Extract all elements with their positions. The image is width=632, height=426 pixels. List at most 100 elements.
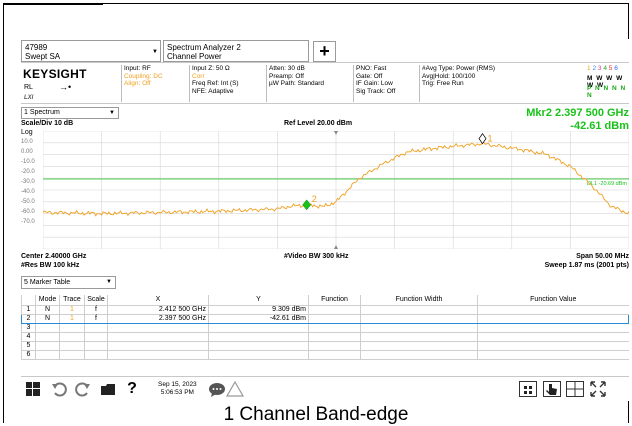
marker-level: -42.61 dBm — [570, 120, 629, 132]
add-screen-button[interactable]: + — [313, 41, 336, 62]
folder-icon[interactable] — [99, 380, 117, 398]
col-header-scale: Scale — [84, 295, 108, 306]
trace-6-number: 6 — [614, 65, 618, 72]
cell-trace: 1 — [59, 305, 85, 315]
col-header-y: Y — [208, 295, 309, 306]
tab-swept-sa[interactable]: 47989 Swept SA ▼ — [21, 40, 161, 62]
y-tick-label: 0.00 — [21, 149, 33, 155]
windows-icon[interactable] — [24, 380, 42, 398]
cell-index: 5 — [21, 341, 36, 351]
col-header-mode: Mode — [35, 295, 60, 306]
trace-1 — [43, 141, 629, 217]
y-tick-label: -10.0 — [21, 159, 35, 165]
if-gain-value: IF Gain: Low — [356, 80, 393, 88]
y-tick-label: -50.0 — [21, 199, 35, 205]
marker-readout: Mkr2 2.397 500 GHz -42.61 dBm — [526, 107, 629, 133]
divider — [121, 65, 122, 102]
spectrum-select[interactable]: 1 Spectrum ▼ — [21, 107, 119, 119]
divider — [353, 65, 354, 102]
marker-table-select-value: 5 Marker Table — [24, 279, 71, 286]
status-time: 5:06:53 PM — [160, 388, 194, 396]
y-tick-label: -60.0 — [21, 209, 35, 215]
marker-table-select[interactable]: 5 Marker Table ▼ — [21, 276, 116, 289]
marker-1: 1 — [478, 133, 493, 145]
span: Span 50.00 MHz — [576, 253, 629, 260]
cell-index: 1 — [21, 305, 36, 315]
display-line-label: DL1 -20.69 dBm — [587, 181, 627, 187]
cell-y: -42.61 dBm — [208, 313, 309, 324]
warning-icon[interactable] — [226, 380, 244, 398]
sweep: Sweep 1.87 ms (2001 pts) — [544, 262, 629, 269]
tab-spectrum-analyzer-2[interactable]: Spectrum Analyzer 2 Channel Power — [163, 40, 309, 62]
center-freq: Center 2.40000 GHz — [21, 253, 87, 260]
analyzer-window: 47989 Swept SA ▼ Spectrum Analyzer 2 Cha… — [21, 39, 629, 401]
trace-2-number: 2 — [592, 65, 597, 72]
pno-value: PNO: Fast — [356, 65, 387, 72]
marker-2-label: 2 — [312, 194, 317, 204]
y-tick-label: 10.0 — [21, 139, 33, 145]
coupling-value: Coupling: DC — [124, 72, 163, 80]
chevron-down-icon: ▼ — [109, 110, 115, 116]
y-tick-label: -20.0 — [21, 169, 35, 175]
input-z-value: Input Z: 50 Ω — [192, 65, 230, 72]
lxi-label: LXI — [24, 95, 34, 101]
trace-numbers[interactable]: 1 2 3 4 5 6 — [587, 65, 618, 74]
input-arrow-icon: →• — [59, 82, 72, 92]
center-marker-bottom — [334, 245, 338, 249]
col-header-function: Function — [308, 295, 361, 306]
table-row[interactable]: 5 — [21, 341, 629, 351]
pno-settings[interactable]: PNO: Fast Gate: Off IF Gain: Low Sig Tra… — [356, 65, 395, 95]
trace-4-number: 4 — [603, 65, 607, 72]
redo-icon[interactable] — [74, 380, 92, 398]
input-settings[interactable]: Input: RF Coupling: DC Align: Off — [124, 65, 163, 88]
spectrum-select-value: 1 Spectrum — [24, 109, 60, 116]
nfe-value: NFE: Adaptive — [192, 87, 234, 95]
help-icon[interactable]: ? — [127, 380, 137, 397]
spectrum-plot[interactable]: DL1 -20.69 dBm 1 2 — [43, 131, 629, 249]
y-tick-label: -40.0 — [21, 189, 35, 195]
atten-value: Atten: 30 dB — [269, 65, 305, 72]
cell-function — [308, 305, 361, 315]
message-icon[interactable] — [208, 380, 226, 398]
atten-settings[interactable]: Atten: 30 dB Preamp: Off µW Path: Standa… — [269, 65, 324, 88]
ref-level: Ref Level 20.00 dBm — [284, 120, 353, 127]
preamp-value: Preamp: Off — [269, 72, 304, 80]
cell-mode: N — [35, 305, 60, 315]
tab-line-1: Spectrum Analyzer 2 — [167, 43, 241, 52]
table-row-selected[interactable]: 2 N 1 f 2.397 500 GHz -42.61 dBm — [21, 313, 629, 324]
marker-1-diamond — [478, 133, 487, 145]
chevron-down-icon: ▼ — [152, 49, 158, 55]
multi-window-icon[interactable] — [566, 380, 584, 398]
dock-layout-icon[interactable] — [519, 380, 537, 398]
video-bw: #Video BW 300 kHz — [284, 253, 349, 260]
undo-icon[interactable] — [50, 380, 68, 398]
divider — [266, 65, 267, 102]
cell-mode: N — [35, 313, 60, 324]
trace-detector-row: P N N N N N — [587, 85, 627, 99]
figure-caption: 1 Channel Band-edge — [223, 404, 409, 425]
cell-index: 2 — [21, 313, 36, 324]
res-bw: #Res BW 100 kHz — [21, 262, 80, 269]
cell-y: 9.309 dBm — [208, 305, 309, 315]
y-tick-label: -30.0 — [21, 179, 35, 185]
cell-scale: f — [84, 305, 108, 315]
avg-settings[interactable]: #Avg Type: Power (RMS) Avg|Hold: 100/100… — [422, 65, 495, 88]
col-header-index — [21, 295, 36, 306]
rl-label: RL — [24, 84, 33, 91]
correction-settings[interactable]: Input Z: 50 Ω Corr Freq Ref: Int (S) NFE… — [192, 65, 239, 95]
fullscreen-icon[interactable] — [589, 380, 607, 398]
trace-5-number: 5 — [608, 65, 613, 72]
table-row[interactable]: 4 — [21, 332, 629, 342]
table-row[interactable]: 3 — [21, 323, 629, 333]
touch-icon[interactable] — [543, 380, 561, 398]
status-date: Sep 15, 2023 — [158, 381, 197, 388]
align-value: Align: Off — [124, 80, 151, 88]
table-row[interactable]: 1 N 1 f 2.412 500 GHz 9.309 dBm — [21, 305, 629, 315]
freq-ref-value: Freq Ref: Int (S) — [192, 80, 239, 88]
table-row[interactable]: 6 — [21, 350, 629, 360]
marker-2-diamond — [302, 199, 312, 211]
marker-2: 2 — [302, 194, 317, 211]
divider — [419, 65, 420, 102]
log-label: Log — [21, 129, 33, 136]
marker-table-header: Mode Trace Scale X Y Function Function W… — [21, 295, 629, 306]
